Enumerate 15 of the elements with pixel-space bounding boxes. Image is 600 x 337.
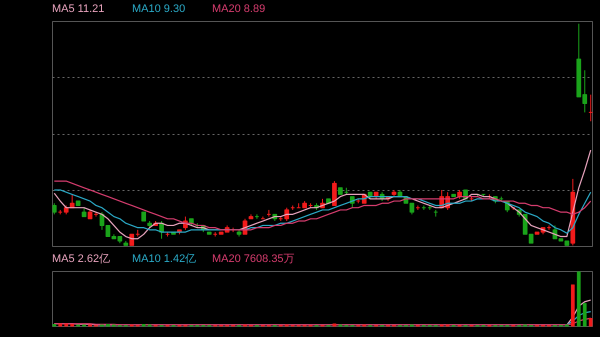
bar [64,324,68,326]
bar [576,272,581,326]
text: MA5 11.21 [52,2,106,17]
bar [58,324,62,326]
text: MA5 2.62亿 [52,252,112,267]
candlestick [332,180,337,206]
candlestick [52,202,57,215]
text: MA20 8.89 [212,2,266,17]
bar [570,284,575,326]
text: MA10 1.42亿 [132,252,198,267]
text: MA20 7608.35万 [212,252,295,267]
bar [332,324,336,326]
text: MA10 9.30 [132,2,186,17]
bar [582,303,587,326]
bar [588,318,592,326]
